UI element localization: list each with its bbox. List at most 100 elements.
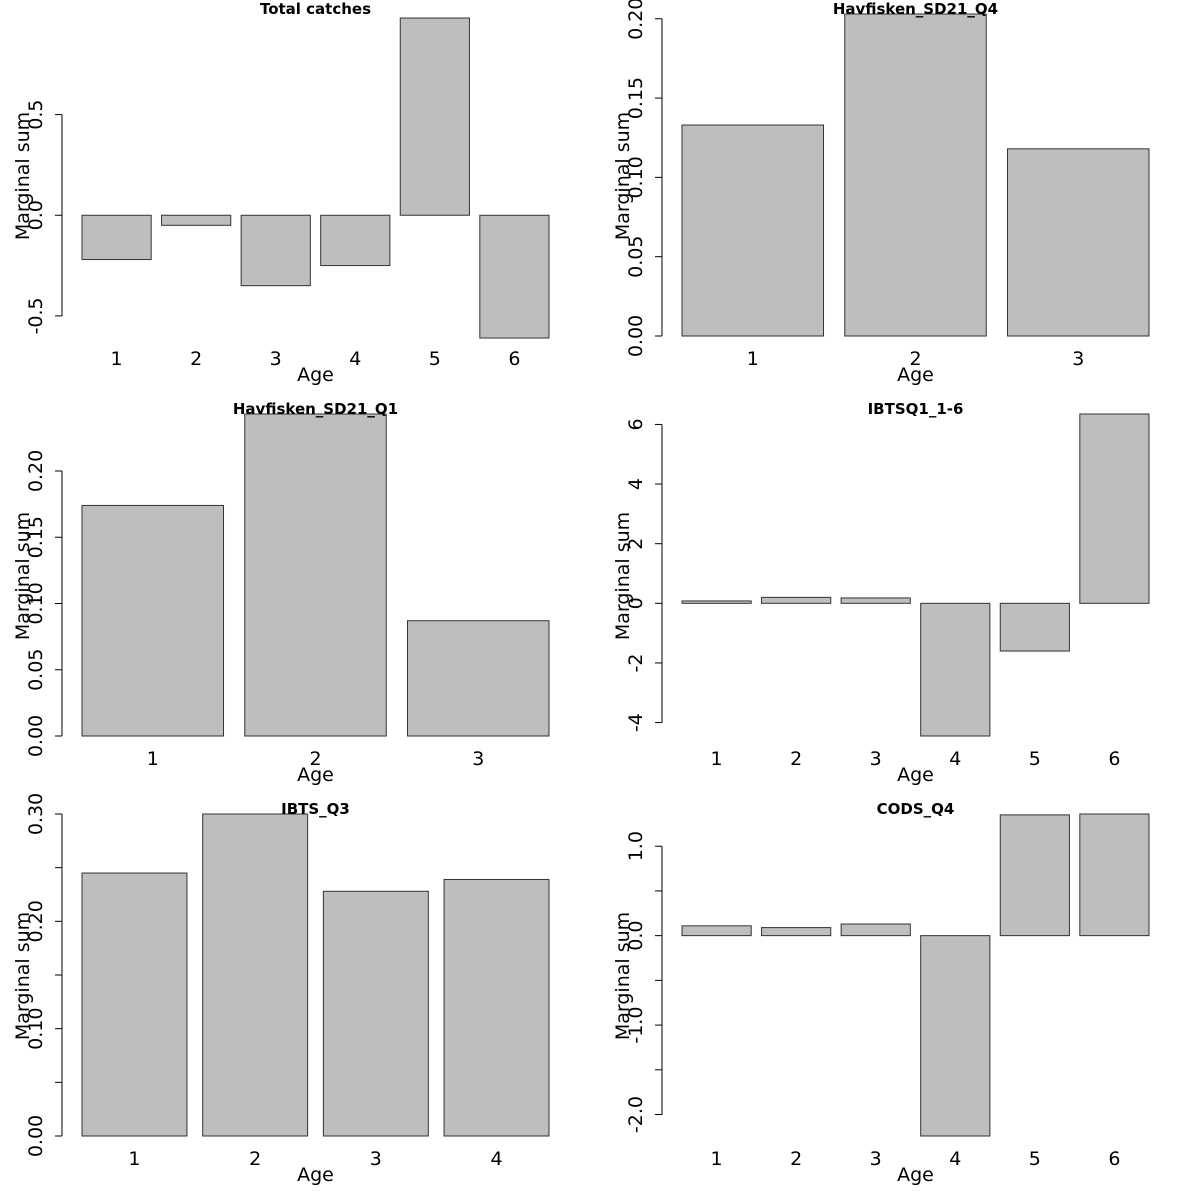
x-tick-label: 5	[429, 348, 441, 370]
y-tick-label: 0.10	[25, 1008, 47, 1050]
bar-2	[244, 413, 387, 737]
x-tick-label: 6	[1108, 1148, 1120, 1170]
bar-1	[81, 214, 152, 261]
panel-1: 1 2 3 4 5 6 -0.5 0.0 0.5 Total catches Age Marginal…	[12, 0, 550, 386]
bar-4	[920, 935, 991, 1137]
x-tick-label: 1	[711, 748, 723, 770]
x-tick-label: 1	[711, 1148, 723, 1170]
bar-3	[840, 923, 911, 937]
bar-2	[202, 813, 309, 1137]
bar-1	[81, 504, 225, 737]
bar-2	[761, 596, 832, 604]
y-tick-label: 0.05	[625, 236, 647, 278]
x-tick-label: 3	[1072, 348, 1084, 370]
y-tick-label: 0.10	[625, 156, 647, 198]
x-tick-label: 2	[790, 748, 802, 770]
y-tick-label: -1.0	[625, 1007, 647, 1044]
x-tick-label: 3	[870, 1148, 882, 1170]
bar-6	[1079, 413, 1150, 604]
bar-3	[406, 620, 550, 737]
y-tick-label: 0.10	[25, 582, 47, 624]
chart-title: IBTSQ1_1-6	[868, 400, 964, 418]
y-tick-label: 0.20	[25, 450, 47, 492]
y-tick-label: -4	[625, 713, 647, 732]
panel-4: 1 2 3 4 5 6 -4 -2 0 2 4 6 IBTSQ1_1-6 Age Marginal sum	[612, 400, 1150, 786]
x-axis-label: Age	[297, 764, 334, 786]
x-tick-label: 3	[870, 748, 882, 770]
y-tick-label: 0.05	[25, 649, 47, 691]
y-axis-label: Marginal sum	[12, 512, 34, 640]
y-tick-label: 0.00	[25, 1115, 47, 1157]
y-tick-label: -2	[625, 653, 647, 672]
x-tick-label: 4	[490, 1148, 502, 1170]
y-axis-label: Marginal sum	[12, 912, 34, 1040]
y-axis-label: Marginal sum	[612, 512, 634, 640]
bar-5	[399, 17, 470, 216]
y-tick-label: -2.0	[625, 1096, 647, 1133]
x-tick-label: 1	[111, 348, 123, 370]
y-tick-label: 0.20	[25, 900, 47, 942]
bar-6	[479, 214, 550, 339]
x-tick-label: 3	[270, 348, 282, 370]
y-tick-label: 4	[625, 478, 647, 490]
x-tick-label: 5	[1029, 748, 1041, 770]
y-axis-label: Marginal sum	[12, 112, 34, 240]
bar-3	[1006, 148, 1150, 337]
bar-2	[161, 214, 232, 226]
panel-3: 1 2 3 0.00 0.05 0.10 0.15 0.20 Havfisken_SD21_Q1…	[12, 400, 550, 786]
bar-3	[240, 214, 311, 287]
bar-6	[1079, 813, 1150, 937]
bar-4	[920, 602, 991, 737]
y-tick-label: 0.15	[625, 77, 647, 119]
bar-4	[443, 878, 550, 1137]
bar-1	[681, 600, 752, 604]
x-tick-label: 1	[147, 748, 159, 770]
y-tick-label: 1.0	[625, 831, 647, 861]
bar-3	[840, 597, 911, 604]
bar-1	[681, 925, 752, 937]
bar-1	[81, 872, 188, 1137]
y-tick-label: 0	[625, 597, 647, 609]
chart-title: Havfisken_SD21_Q4	[833, 0, 998, 18]
x-axis-label: Age	[897, 1164, 934, 1186]
bar-5	[999, 814, 1070, 937]
x-tick-label: 2	[190, 348, 202, 370]
bar-3	[322, 890, 429, 1137]
bar-1	[681, 124, 825, 337]
x-tick-label: 1	[128, 1148, 140, 1170]
y-tick-label: 0.0	[625, 921, 647, 951]
x-tick-label: 2	[249, 1148, 261, 1170]
x-tick-label: 2	[309, 748, 321, 770]
y-tick-label: 0.30	[25, 793, 47, 835]
chart-title: Total catches	[260, 0, 371, 18]
x-axis-label: Age	[897, 764, 934, 786]
x-tick-label: 1	[747, 348, 759, 370]
y-axis-label: Marginal sum	[612, 112, 634, 240]
x-tick-label: 6	[1108, 748, 1120, 770]
x-axis-label: Age	[297, 364, 334, 386]
bar-5	[999, 602, 1070, 652]
y-tick-label: 0.20	[625, 0, 647, 40]
x-tick-label: 3	[370, 1148, 382, 1170]
x-tick-label: 2	[909, 348, 921, 370]
y-tick-label: 0.15	[25, 516, 47, 558]
bar-4	[320, 214, 391, 267]
panel-2: 1 2 3 0.00 0.05 0.10 0.15 0.20 Havfisken_SD21_Q4…	[612, 0, 1150, 386]
x-axis-label: Age	[297, 1164, 334, 1186]
y-tick-label: 2	[625, 538, 647, 550]
x-tick-label: 3	[472, 748, 484, 770]
y-tick-label: 6	[625, 418, 647, 430]
x-axis-label: Age	[897, 364, 934, 386]
bar-2	[844, 13, 987, 337]
x-tick-label: 4	[949, 748, 961, 770]
bar-2	[761, 927, 832, 937]
y-tick-label: 0.0	[25, 200, 47, 230]
y-tick-label: 0.00	[25, 715, 47, 757]
y-tick-label: 0.5	[25, 100, 47, 130]
y-tick-label: -0.5	[25, 297, 47, 334]
chart-title: CODS_Q4	[877, 800, 955, 818]
chart-title: IBTS_Q3	[281, 800, 350, 818]
panel-6: 1 2 3 4 5 6 -2.0 -1.0 0.0 1.0 CODS_Q4 Age Marginal s…	[612, 800, 1150, 1186]
x-tick-label: 2	[790, 1148, 802, 1170]
